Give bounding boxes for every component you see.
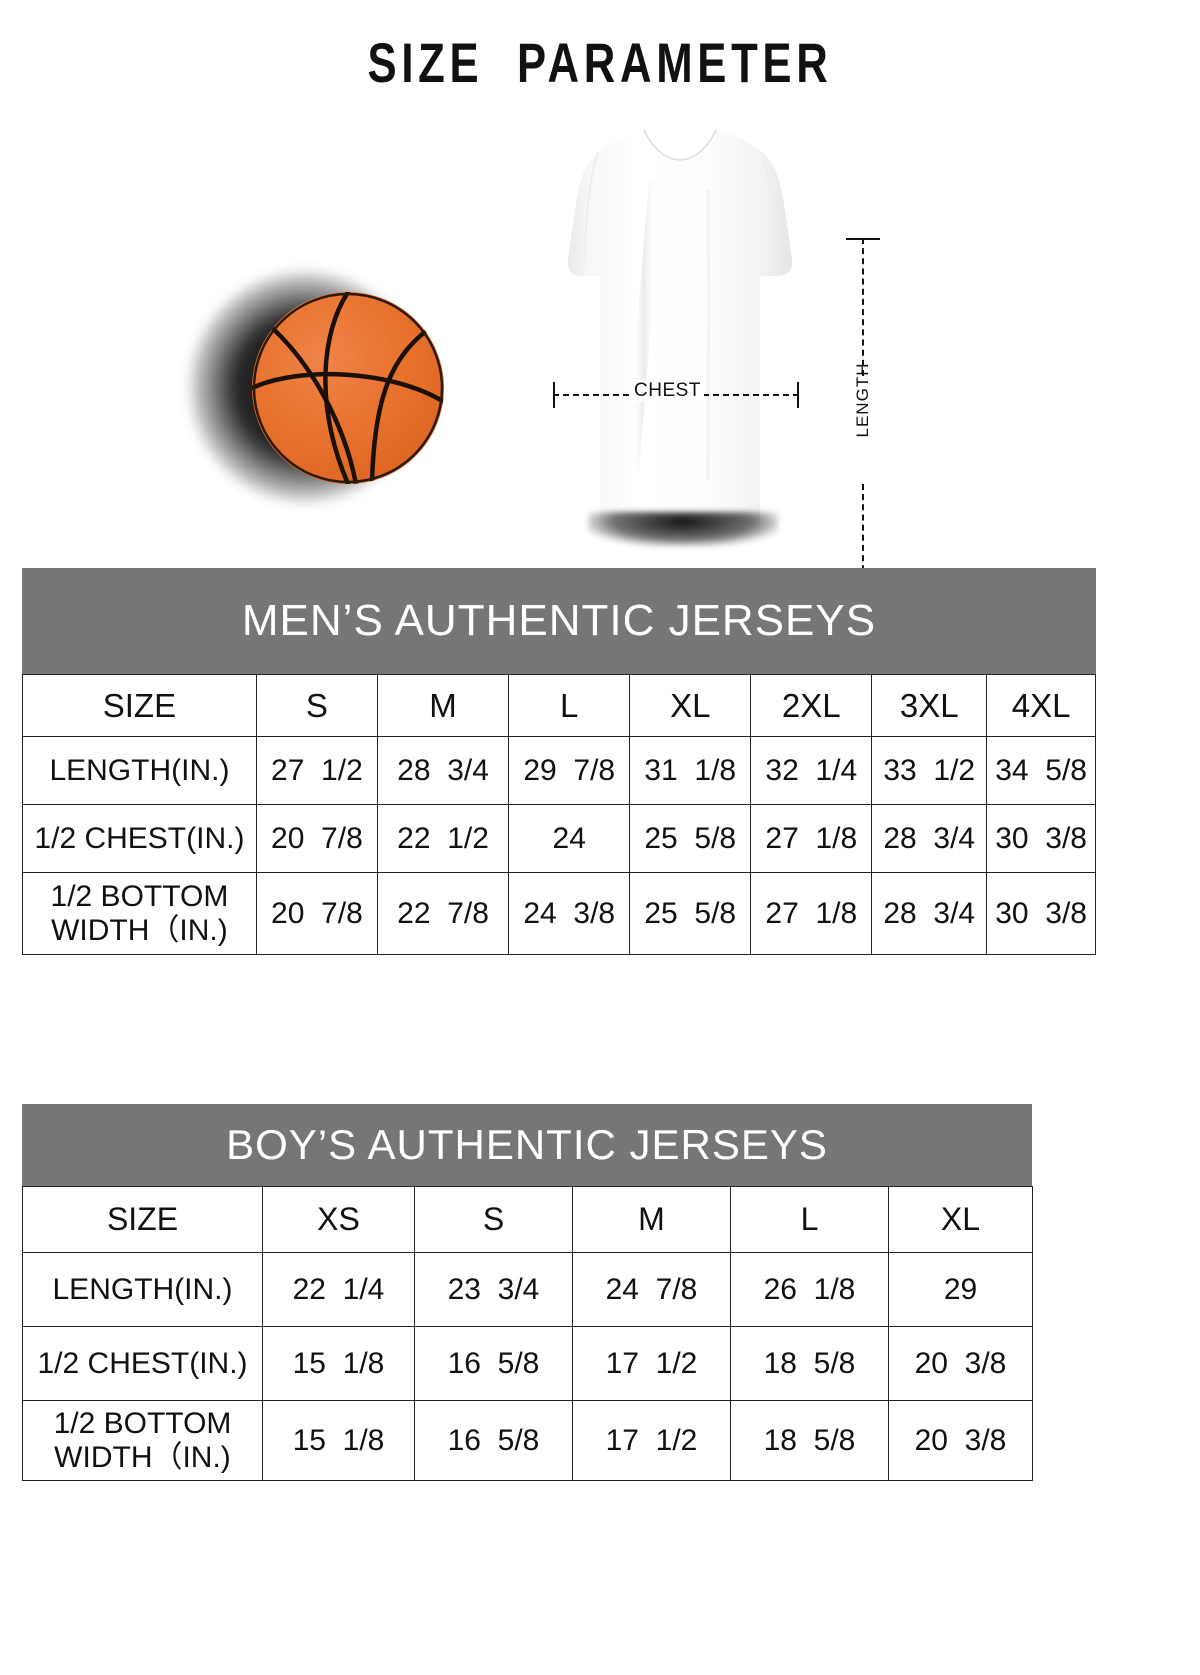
boys-measurement-cell: 17 1/2: [572, 1326, 731, 1401]
boys-measurement-cell: 20 3/8: [888, 1400, 1033, 1481]
mens-row-label: 1/2 BOTTOM WIDTH（IN.): [22, 872, 257, 955]
mens-measurement-cell: 27 1/8: [750, 804, 873, 873]
mens-measurement-cell: 22 1/2: [376, 804, 510, 873]
basketball-icon: [252, 292, 444, 484]
mens-column-header: SIZE: [22, 674, 257, 737]
boys-size-table: SIZE XS S M L XL LENGTH(IN.) 22 1/4 23 3/4 24 7/8…: [22, 1186, 1033, 1481]
mens-measurement-cell: 28 3/4: [871, 804, 988, 873]
boys-column-header: XS: [262, 1186, 415, 1253]
mens-row-label: 1/2 CHEST(IN.): [22, 804, 257, 873]
mens-measurement-cell: 30 3/8: [986, 804, 1096, 873]
mens-data-row: LENGTH(IN.) 27 1/2 28 3/4 29 7/8 31 1/8 32 1/…: [22, 736, 1096, 805]
boys-measurement-cell: 17 1/2: [572, 1400, 731, 1481]
mens-measurement-cell: 29 7/8: [508, 736, 631, 805]
mens-column-header: L: [508, 674, 631, 737]
boys-measurement-cell: 18 5/8: [730, 1326, 889, 1401]
boys-column-header: SIZE: [22, 1186, 263, 1253]
chest-dimension: CHEST: [553, 380, 799, 408]
mens-row-label-line2: WIDTH（IN.): [51, 913, 228, 947]
mens-measurement-cell: 28 3/4: [871, 872, 988, 955]
boys-measurement-cell: 15 1/8: [262, 1326, 415, 1401]
jersey-illustration: [540, 120, 820, 546]
mens-column-header: M: [376, 674, 510, 737]
mens-measurement-cell: 32 1/4: [750, 736, 873, 805]
length-dashed-line-top: [862, 238, 864, 376]
mens-measurement-cell: 22 7/8: [376, 872, 510, 955]
boys-row-label-line2: WIDTH（IN.): [54, 1440, 231, 1474]
illustration-band: CHEST LENGTH: [0, 110, 1200, 622]
boys-measurement-cell: 23 3/4: [414, 1252, 573, 1327]
boys-measurement-cell: 16 5/8: [414, 1326, 573, 1401]
mens-size-table-block: MEN’S AUTHENTIC JERSEYS SIZE S M L XL 2XL 3XL 4…: [22, 568, 1096, 955]
boys-data-row: LENGTH(IN.) 22 1/4 23 3/4 24 7/8 26 1/8 29: [22, 1252, 1033, 1327]
mens-measurement-cell: 25 5/8: [629, 804, 752, 873]
mens-row-label: LENGTH(IN.): [22, 736, 257, 805]
mens-measurement-cell: 34 5/8: [986, 736, 1096, 805]
mens-measurement-cell: 24 3/8: [508, 872, 631, 955]
boys-row-label: 1/2 CHEST(IN.): [22, 1326, 263, 1401]
boys-column-header: XL: [888, 1186, 1033, 1253]
mens-measurement-cell: 27 1/8: [750, 872, 873, 955]
page-title: SIZE PARAMETER: [367, 31, 833, 94]
mens-table-title: MEN’S AUTHENTIC JERSEYS: [22, 568, 1096, 674]
boys-data-row: 1/2 BOTTOM WIDTH（IN.) 15 1/8 16 5/8 17 1/2 18…: [22, 1400, 1033, 1481]
mens-measurement-cell: 25 5/8: [629, 872, 752, 955]
mens-column-header: 2XL: [750, 674, 873, 737]
length-dashed-line-bottom: [862, 484, 864, 622]
boys-measurement-cell: 15 1/8: [262, 1400, 415, 1481]
mens-measurement-cell: 31 1/8: [629, 736, 752, 805]
boys-column-header: M: [572, 1186, 731, 1253]
boys-row-label: 1/2 BOTTOM WIDTH（IN.): [22, 1400, 263, 1481]
mens-column-header: XL: [629, 674, 752, 737]
boys-size-table-block: BOY’S AUTHENTIC JERSEYS SIZE XS S M L XL LENGT…: [22, 1104, 1033, 1481]
jersey-icon: [540, 120, 820, 532]
mens-row-label-line1: 1/2 BOTTOM: [50, 879, 229, 913]
boys-row-label: LENGTH(IN.): [22, 1252, 263, 1327]
boys-column-header: S: [414, 1186, 573, 1253]
mens-measurement-cell: 27 1/2: [255, 736, 378, 805]
mens-data-row: 1/2 CHEST(IN.) 20 7/8 22 1/2 24 25 5/8 27 1/8…: [22, 804, 1096, 873]
mens-data-row: 1/2 BOTTOM WIDTH（IN.) 20 7/8 22 7/8 24 3/8 25…: [22, 872, 1096, 955]
boys-row-label-line1: 1/2 BOTTOM: [53, 1406, 232, 1440]
mens-measurement-cell: 20 7/8: [255, 872, 378, 955]
mens-column-header: S: [255, 674, 378, 737]
mens-measurement-cell: 33 1/2: [871, 736, 988, 805]
basketball-illustration: [190, 272, 452, 502]
boys-table-title: BOY’S AUTHENTIC JERSEYS: [22, 1104, 1032, 1186]
mens-measurement-cell: 28 3/4: [376, 736, 510, 805]
boys-column-header: L: [730, 1186, 889, 1253]
mens-column-header: 4XL: [986, 674, 1096, 737]
boys-header-row: SIZE XS S M L XL: [22, 1186, 1033, 1253]
boys-measurement-cell: 22 1/4: [262, 1252, 415, 1327]
jersey-shadow: [588, 512, 778, 546]
chest-cap-right: [797, 382, 799, 408]
mens-size-table: SIZE S M L XL 2XL 3XL 4XL LENGTH(IN.) 27 1/2 28 3/…: [22, 674, 1096, 955]
boys-data-row: 1/2 CHEST(IN.) 15 1/8 16 5/8 17 1/2 18 5/8 20…: [22, 1326, 1033, 1401]
boys-measurement-cell: 16 5/8: [414, 1400, 573, 1481]
mens-measurement-cell: 30 3/8: [986, 872, 1096, 955]
boys-measurement-cell: 24 7/8: [572, 1252, 731, 1327]
boys-measurement-cell: 29: [888, 1252, 1033, 1327]
length-dimension-label: LENGTH: [853, 362, 872, 438]
boys-measurement-cell: 18 5/8: [730, 1400, 889, 1481]
chest-dimension-label: CHEST: [631, 380, 704, 402]
boys-measurement-cell: 26 1/8: [730, 1252, 889, 1327]
boys-measurement-cell: 20 3/8: [888, 1326, 1033, 1401]
mens-column-header: 3XL: [871, 674, 988, 737]
mens-measurement-cell: 20 7/8: [255, 804, 378, 873]
mens-measurement-cell: 24: [508, 804, 631, 873]
mens-header-row: SIZE S M L XL 2XL 3XL 4XL: [22, 674, 1096, 737]
